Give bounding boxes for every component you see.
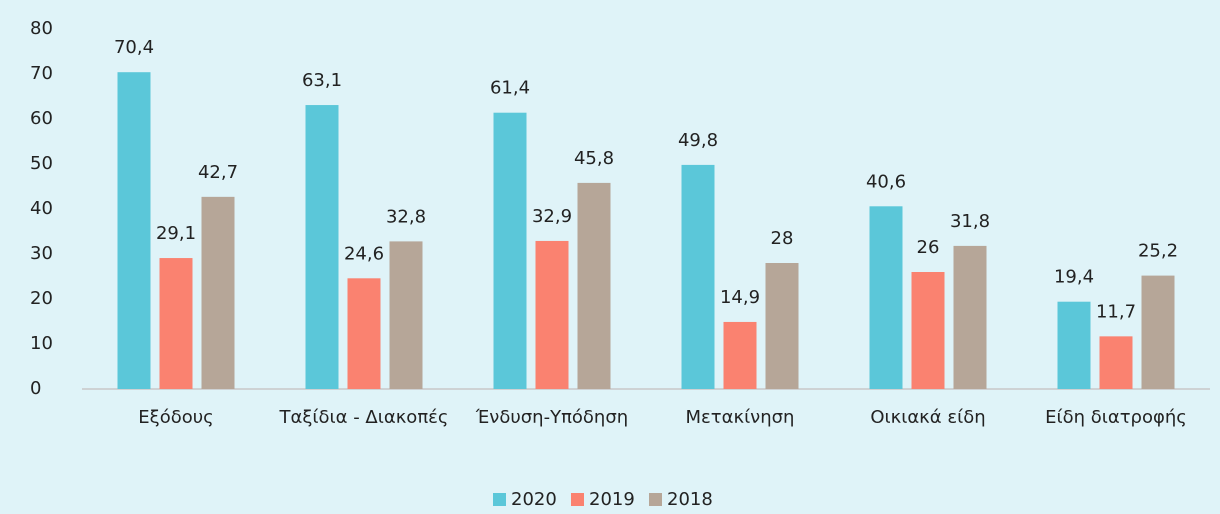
legend-label: 2020 bbox=[511, 489, 557, 510]
bar bbox=[723, 321, 757, 389]
legend-swatch bbox=[493, 493, 506, 506]
y-tick-label: 80 bbox=[30, 18, 53, 39]
legend-label: 2018 bbox=[667, 489, 713, 510]
value-label: 45,8 bbox=[574, 148, 614, 169]
bar bbox=[577, 182, 611, 389]
legend-swatch bbox=[571, 493, 584, 506]
y-tick-label: 20 bbox=[30, 288, 53, 309]
y-tick-label: 0 bbox=[30, 378, 41, 399]
value-label: 25,2 bbox=[1138, 241, 1178, 262]
value-label: 49,8 bbox=[678, 130, 718, 151]
x-tick-label: Εξόδους bbox=[138, 407, 214, 428]
value-label: 26 bbox=[917, 237, 940, 258]
value-label: 32,9 bbox=[532, 206, 572, 227]
bar bbox=[953, 245, 987, 389]
y-tick-label: 30 bbox=[30, 243, 53, 264]
value-label: 61,4 bbox=[490, 78, 530, 99]
bar bbox=[1099, 336, 1133, 389]
y-tick-label: 50 bbox=[30, 153, 53, 174]
y-tick-label: 40 bbox=[30, 198, 53, 219]
bar bbox=[201, 196, 235, 389]
value-label: 11,7 bbox=[1096, 301, 1136, 322]
bar bbox=[389, 241, 423, 389]
x-tick-label: Μετακίνηση bbox=[685, 407, 795, 428]
y-tick-label: 70 bbox=[30, 63, 53, 84]
bar bbox=[159, 258, 193, 389]
bar bbox=[765, 263, 799, 389]
bar bbox=[911, 272, 945, 389]
value-label: 19,4 bbox=[1054, 267, 1094, 288]
value-label: 24,6 bbox=[344, 243, 384, 264]
y-tick-label: 10 bbox=[30, 333, 53, 354]
x-tick-label: Είδη διατροφής bbox=[1045, 407, 1187, 428]
bar bbox=[1057, 301, 1091, 389]
value-label: 70,4 bbox=[114, 37, 154, 58]
legend-swatch bbox=[649, 493, 662, 506]
value-label: 31,8 bbox=[950, 211, 990, 232]
y-tick-label: 60 bbox=[30, 108, 53, 129]
value-label: 32,8 bbox=[386, 206, 426, 227]
bar bbox=[117, 72, 151, 389]
bar bbox=[305, 105, 339, 390]
bar bbox=[869, 206, 903, 389]
value-label: 28 bbox=[771, 228, 794, 249]
bar bbox=[681, 164, 715, 389]
value-label: 14,9 bbox=[720, 287, 760, 308]
bar bbox=[535, 240, 569, 389]
x-tick-label: Ένδυση-Υπόδηση bbox=[475, 407, 629, 428]
x-tick-label: Ταξίδια - Διακοπές bbox=[279, 407, 449, 428]
bar bbox=[347, 278, 381, 389]
legend-label: 2019 bbox=[589, 489, 635, 510]
bar bbox=[493, 112, 527, 389]
bar bbox=[1141, 275, 1175, 389]
value-label: 29,1 bbox=[156, 223, 196, 244]
value-label: 63,1 bbox=[302, 70, 342, 91]
x-tick-label: Οικιακά είδη bbox=[870, 407, 986, 428]
value-label: 42,7 bbox=[198, 162, 238, 183]
value-label: 40,6 bbox=[866, 171, 906, 192]
